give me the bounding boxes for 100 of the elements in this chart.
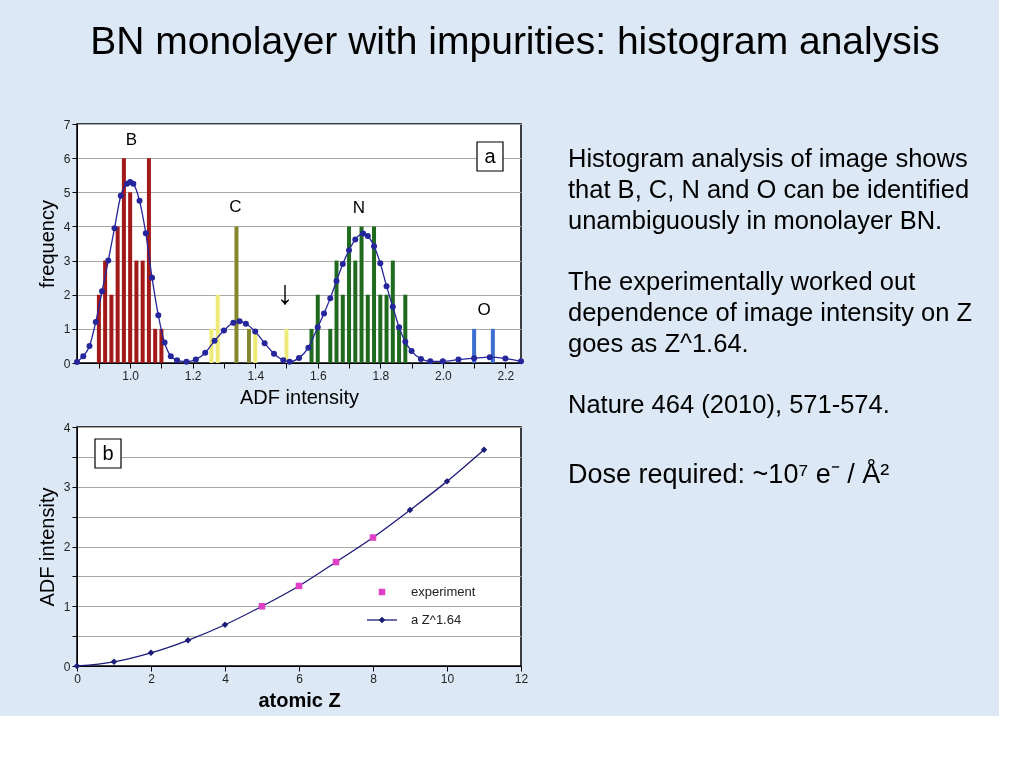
annotation: B — [125, 129, 138, 149]
bar — [146, 158, 151, 363]
x-tick-label: 1.4 — [247, 368, 265, 383]
point — [396, 324, 403, 331]
y-tick-label: 6 — [63, 151, 71, 166]
bar — [109, 294, 114, 363]
point — [242, 320, 249, 327]
point — [220, 327, 227, 334]
x-tick-label: 0 — [74, 671, 82, 686]
bar — [246, 328, 251, 363]
point — [427, 358, 434, 365]
point — [147, 649, 155, 657]
point — [149, 274, 156, 281]
point — [377, 260, 384, 267]
x-tick-label: 8 — [370, 671, 378, 686]
point — [86, 342, 93, 349]
y-tick-label: 2 — [63, 288, 71, 303]
bar — [334, 260, 339, 363]
bar — [365, 294, 370, 363]
bar — [234, 226, 239, 363]
point — [192, 356, 199, 363]
point — [110, 658, 118, 666]
text: Dose required: ~10⁷ e⁻ / Å² — [568, 458, 890, 489]
legend-label: experiment — [411, 584, 476, 599]
bar — [153, 328, 158, 363]
bar — [140, 260, 145, 363]
bar — [328, 328, 333, 363]
point — [406, 506, 414, 514]
text: The experimentally worked out dependence of image intensity on Z goes as Z^1.64. — [568, 267, 973, 357]
point — [92, 319, 99, 326]
point — [142, 230, 149, 237]
bar — [215, 294, 220, 363]
point — [502, 355, 509, 362]
y-tick-label: 3 — [63, 254, 71, 269]
point — [371, 243, 378, 250]
x-tick-label: 2.0 — [434, 368, 452, 383]
x-tick-label: 1.0 — [122, 368, 140, 383]
point — [518, 358, 524, 365]
point — [417, 355, 424, 362]
point — [296, 354, 302, 361]
x-tick-label: 1.8 — [372, 368, 390, 383]
y-tick-label: 3 — [63, 480, 71, 495]
point — [360, 230, 367, 237]
text: Histogram analysis of image shows that B, C, N and O can be identified unambiguously in monolayer BN. — [568, 144, 970, 234]
y-axis-title: ADF intensity — [35, 487, 58, 607]
point — [471, 355, 478, 362]
point — [161, 339, 168, 346]
x-tick-label: 2 — [148, 671, 156, 686]
legend-label: a Z^1.64 — [411, 612, 462, 627]
point — [327, 295, 334, 302]
annotation: O — [477, 299, 491, 319]
annotation: C — [229, 197, 242, 216]
point — [236, 318, 243, 325]
bar — [115, 226, 120, 363]
point — [183, 358, 190, 365]
point — [339, 260, 346, 267]
text: Nature 464 (2010), 571-574. — [568, 390, 890, 418]
point — [221, 621, 229, 629]
bar — [359, 226, 364, 363]
point — [389, 303, 396, 310]
y-tick-label: 7 — [63, 117, 71, 132]
point — [174, 357, 181, 364]
point — [402, 338, 409, 345]
point — [261, 340, 268, 347]
point — [167, 353, 174, 360]
x-tick-label: 4 — [222, 671, 230, 686]
point — [80, 353, 87, 360]
bar — [390, 260, 395, 363]
point — [455, 356, 462, 363]
point — [333, 278, 340, 285]
bar — [384, 294, 389, 363]
point — [364, 232, 371, 239]
point — [111, 225, 118, 232]
y-tick-label: 4 — [63, 420, 71, 435]
bar — [378, 294, 383, 363]
bar — [103, 260, 108, 363]
point — [286, 358, 293, 365]
point — [230, 319, 237, 326]
x-axis-title: ADF intensity — [240, 385, 359, 408]
point — [270, 350, 277, 357]
x-tick-label: 1.6 — [309, 368, 327, 383]
point — [280, 357, 287, 364]
point — [346, 247, 353, 254]
y-tick-label: 2 — [63, 540, 71, 554]
bar — [490, 328, 495, 363]
point — [155, 312, 162, 319]
point — [305, 344, 312, 351]
y-tick-label: 0 — [63, 356, 71, 371]
point — [439, 358, 446, 365]
y-tick-label: 5 — [63, 185, 71, 200]
bar — [340, 294, 345, 363]
point — [321, 310, 328, 317]
x-tick-label: 12 — [514, 671, 529, 686]
bar — [134, 260, 139, 363]
point — [352, 236, 359, 243]
point — [105, 257, 112, 264]
bar — [128, 192, 133, 363]
bar — [353, 260, 358, 363]
point — [314, 324, 321, 331]
point — [383, 283, 390, 290]
